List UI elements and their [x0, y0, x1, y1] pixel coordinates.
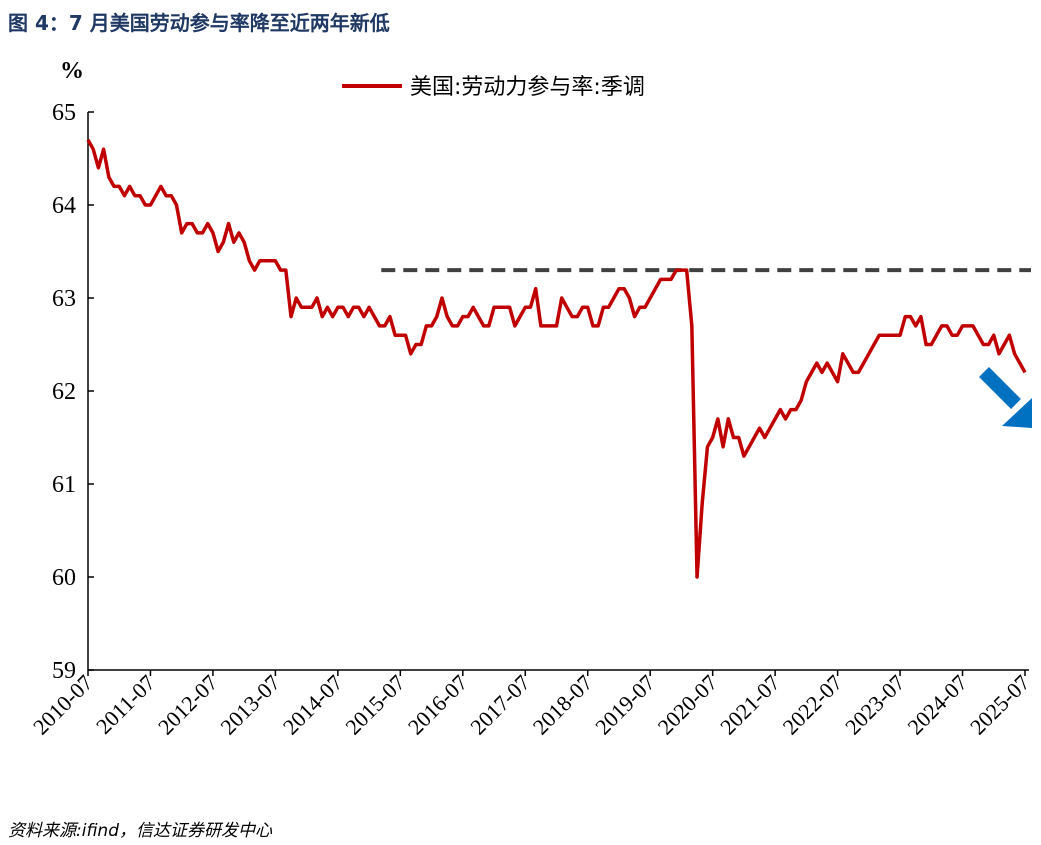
x-tick-label: 2014-07: [278, 670, 348, 740]
x-tick-label: 2016-07: [403, 670, 473, 740]
x-tick-label: 2017-07: [465, 670, 535, 740]
x-tick-label: 2024-07: [903, 670, 973, 740]
x-tick-label: 2021-07: [715, 670, 785, 740]
source: 资料来源:ifind，信达证券研发中心: [8, 821, 273, 841]
y-unit: %: [60, 58, 84, 84]
y-tick-label: 65: [52, 100, 76, 126]
x-tick-label: 2013-07: [215, 670, 285, 740]
y-tick-label: 64: [52, 193, 76, 219]
arrow-head: [1002, 398, 1032, 428]
x-tick-label: 2018-07: [528, 670, 598, 740]
legend-label: 美国:劳动力参与率:季调: [410, 75, 645, 100]
arrow-shaft: [979, 367, 1021, 409]
chart-title: 图 4：7 月美国劳动参与率降至近两年新低: [8, 11, 390, 35]
y-tick-label: 60: [52, 565, 76, 591]
x-tick-label: 2012-07: [153, 670, 223, 740]
y-tick-label: 61: [52, 472, 76, 498]
y-tick-label: 62: [52, 379, 76, 405]
arrow: [979, 367, 1032, 428]
x-tick-label: 2019-07: [590, 670, 660, 740]
x-tick-label: 2015-07: [340, 670, 410, 740]
x-tick-label: 2020-07: [653, 670, 723, 740]
x-tick-label: 2025-07: [965, 670, 1035, 740]
x-tick-label: 2011-07: [91, 670, 160, 739]
data-line: [86, 139, 1027, 579]
x-tick-label: 2023-07: [840, 670, 910, 740]
y-tick-label: 63: [52, 286, 76, 312]
y-tick-label: 59: [52, 658, 76, 684]
x-tick-label: 2022-07: [778, 670, 848, 740]
